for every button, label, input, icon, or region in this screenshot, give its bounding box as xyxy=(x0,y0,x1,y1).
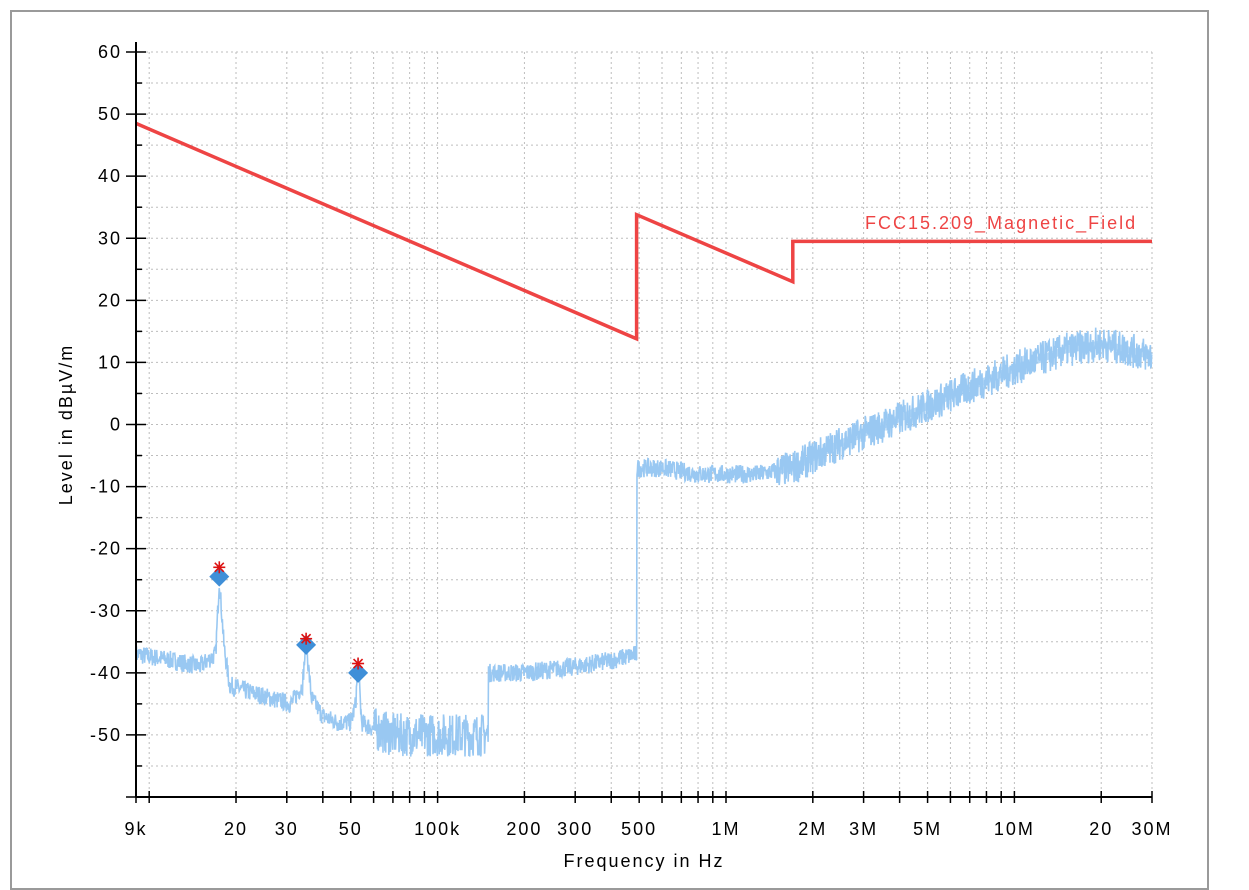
x-tick-label: 30M xyxy=(1131,819,1172,839)
x-tick-label: 5M xyxy=(913,819,942,839)
grid xyxy=(135,51,1153,798)
x-tick-label: 30 xyxy=(275,819,299,839)
peak-markers xyxy=(209,561,369,683)
y-tick-label: -40 xyxy=(90,663,122,683)
y-tick-label: 20 xyxy=(98,290,122,310)
x-tick-label: 20 xyxy=(1089,819,1113,839)
x-tick-label: 10M xyxy=(994,819,1035,839)
x-tick-label: 50 xyxy=(339,819,363,839)
x-tick-label: 3M xyxy=(849,819,878,839)
y-tick-label: 0 xyxy=(110,415,122,435)
peak-marker-diamond xyxy=(296,634,317,655)
y-tick-label: -30 xyxy=(90,601,122,621)
limit-line xyxy=(135,121,1152,342)
limit-line-label: FCC15.209_Magnetic_Field xyxy=(865,213,1137,234)
spectrum-band xyxy=(776,340,1153,475)
star-stroke xyxy=(214,562,225,573)
peak-marker-diamond xyxy=(209,566,230,587)
peak-marker-star xyxy=(213,561,226,574)
y-tick-label: 50 xyxy=(98,104,122,124)
x-tick-label: 2M xyxy=(798,819,827,839)
limit-line-series xyxy=(135,121,1152,342)
x-axis-title: Frequency in Hz xyxy=(563,851,724,871)
axes xyxy=(126,42,1153,803)
star-stroke xyxy=(353,658,364,669)
x-tick-label: 300 xyxy=(557,819,593,839)
y-tick-label: 40 xyxy=(98,166,122,186)
x-tick-label: 200 xyxy=(506,819,542,839)
emission-chart: 60 50 40 30 20 10 0 -10 -20 -30 -40 -50 9k 20 30 50 100… xyxy=(56,42,1172,871)
x-tick-label: 9k xyxy=(124,819,147,839)
y-axis-title: Level in dBµV/m xyxy=(56,344,76,505)
peak-marker-star xyxy=(300,632,313,645)
spectrum-line xyxy=(135,327,1153,757)
y-tick-label: -50 xyxy=(90,725,122,745)
star-stroke xyxy=(301,633,312,644)
peak-marker-star xyxy=(352,657,365,670)
y-tick-label: 10 xyxy=(98,352,122,372)
chart-frame: 60 50 40 30 20 10 0 -10 -20 -30 -40 -50 9k 20 30 50 100… xyxy=(10,10,1209,890)
x-tick-labels: 9k 20 30 50 100k 200 300 500 1M 2M 3M 5M 10M 20 30M xyxy=(124,819,1172,839)
spectrum-series xyxy=(135,327,1153,757)
x-tick-label: 1M xyxy=(711,819,740,839)
peak-marker-diamond xyxy=(348,662,369,683)
x-tick-label: 100k xyxy=(414,819,461,839)
y-tick-label: 30 xyxy=(98,228,122,248)
y-tick-label: -20 xyxy=(90,539,122,559)
x-tick-label: 500 xyxy=(621,819,657,839)
y-tick-label: 60 xyxy=(98,42,122,62)
y-tick-labels: 60 50 40 30 20 10 0 -10 -20 -30 -40 -50 xyxy=(90,42,122,745)
y-tick-label: -10 xyxy=(90,477,122,497)
x-tick-label: 20 xyxy=(224,819,248,839)
